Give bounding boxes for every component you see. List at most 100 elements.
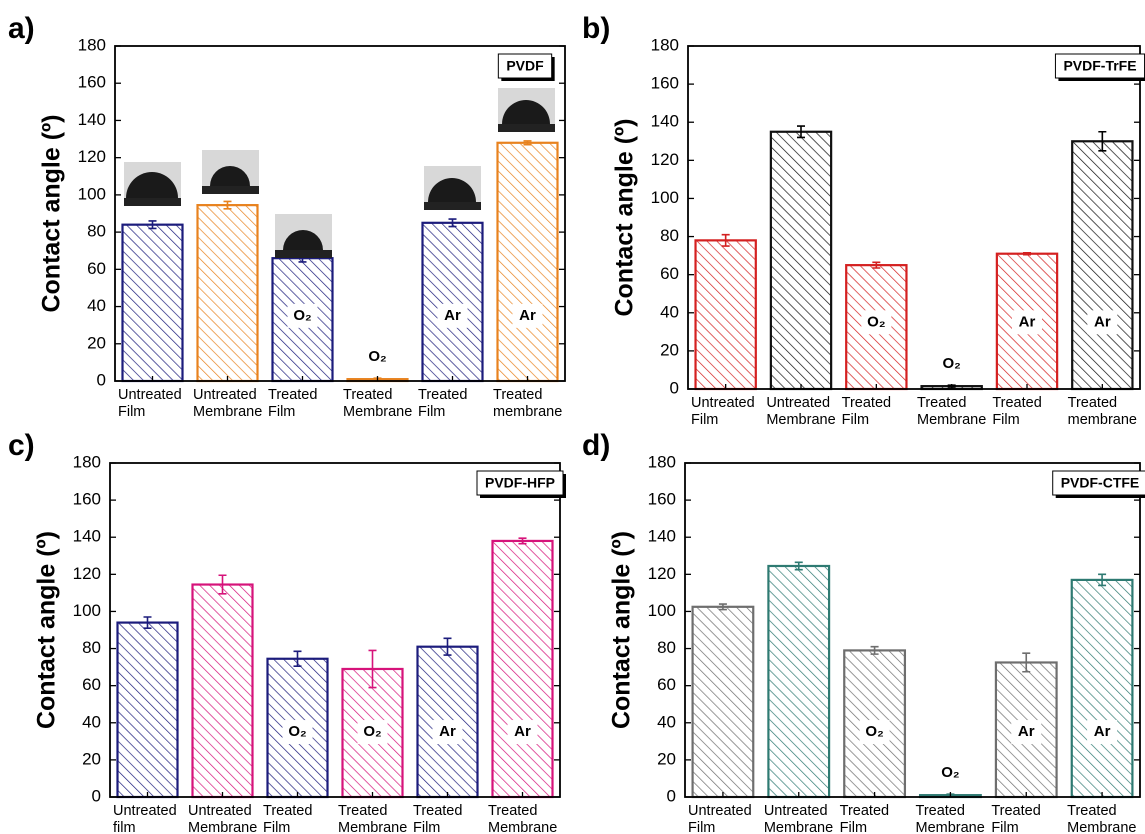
x-tick-label: Film xyxy=(263,820,290,834)
x-tick-label: Membrane xyxy=(343,404,412,420)
bar xyxy=(693,607,754,797)
x-tick-label: Treated xyxy=(991,803,1040,819)
y-axis-label: Contact angle (º) xyxy=(611,118,639,316)
panel-label: c) xyxy=(8,429,35,462)
panel-label: a) xyxy=(8,12,35,45)
bar xyxy=(696,240,756,389)
y-tick-label: 60 xyxy=(657,675,676,694)
x-tick-label: Treated xyxy=(916,803,965,819)
y-tick-label: 140 xyxy=(73,527,101,546)
bar xyxy=(198,205,258,381)
bar-annotation: O₂ xyxy=(941,764,959,781)
y-tick-label: 120 xyxy=(78,147,106,166)
bar xyxy=(493,541,553,797)
y-tick-label: 120 xyxy=(651,150,679,169)
bar xyxy=(771,132,831,389)
x-tick-label: Membrane xyxy=(764,820,833,834)
x-tick-label: Treated xyxy=(338,803,387,819)
bar-annotation: O₂ xyxy=(363,723,381,740)
x-tick-label: Untreated xyxy=(188,803,252,819)
x-tick-label: Untreated xyxy=(766,395,830,411)
y-tick-label: 80 xyxy=(657,638,676,657)
y-tick-label: 80 xyxy=(660,226,679,245)
y-tick-label: 180 xyxy=(73,452,101,471)
y-tick-label: 100 xyxy=(73,601,101,620)
droplet-substrate xyxy=(498,124,555,132)
y-tick-label: 140 xyxy=(651,112,679,131)
y-tick-label: 40 xyxy=(87,296,106,315)
bar-annotation: Ar xyxy=(1019,313,1036,330)
x-tick-label: Film xyxy=(268,404,295,420)
y-tick-label: 120 xyxy=(648,564,676,583)
x-tick-label: Untreated xyxy=(691,395,755,411)
x-tick-label: Treated xyxy=(840,803,889,819)
bar-annotation: Ar xyxy=(439,723,456,740)
series-box-label: PVDF-CTFE xyxy=(1061,475,1140,491)
y-tick-label: 80 xyxy=(82,638,101,657)
bar-annotation: O₂ xyxy=(942,355,960,372)
series-box-label: PVDF-TrFE xyxy=(1063,58,1136,74)
y-tick-label: 60 xyxy=(660,264,679,283)
bar xyxy=(118,623,178,797)
x-tick-label: Treated xyxy=(493,387,542,403)
y-tick-label: 60 xyxy=(87,259,106,278)
x-tick-label: Treated xyxy=(917,395,966,411)
y-tick-label: 140 xyxy=(78,110,106,129)
x-tick-label: Membrane xyxy=(488,820,557,834)
droplet-substrate xyxy=(202,186,259,194)
x-tick-label: Film xyxy=(413,820,440,834)
x-tick-label: membrane xyxy=(1068,412,1137,428)
bar xyxy=(1072,580,1133,797)
x-tick-label: Film xyxy=(840,820,867,834)
y-tick-label: 180 xyxy=(648,452,676,471)
x-tick-label: Untreated xyxy=(118,387,182,403)
bar-annotation: O₂ xyxy=(867,313,885,330)
bar xyxy=(423,223,483,381)
figure: a) Contact angle (º) 0 20 40 60 80 100 120 140 160… xyxy=(0,0,1145,834)
y-tick-label: 100 xyxy=(651,188,679,207)
y-tick-label: 180 xyxy=(651,35,679,54)
y-tick-label: 20 xyxy=(87,333,106,352)
x-tick-label: Treated xyxy=(488,803,537,819)
y-tick-label: 140 xyxy=(648,527,676,546)
series-box-label: PVDF xyxy=(506,58,544,74)
x-tick-label: Film xyxy=(992,412,1019,428)
x-tick-label: Film xyxy=(991,820,1018,834)
y-tick-label: 20 xyxy=(82,749,101,768)
y-tick-label: 80 xyxy=(87,222,106,241)
series-box-label: PVDF-HFP xyxy=(485,475,555,491)
x-tick-label: Film xyxy=(418,404,445,420)
y-tick-label: 160 xyxy=(78,73,106,92)
y-tick-label: 100 xyxy=(648,601,676,620)
x-tick-label: membrane xyxy=(493,404,562,420)
x-tick-label: Treated xyxy=(268,387,317,403)
x-tick-label: Untreated xyxy=(193,387,257,403)
x-tick-label: Treated xyxy=(413,803,462,819)
bar-annotation: Ar xyxy=(444,307,461,324)
x-tick-label: film xyxy=(113,820,136,834)
droplet-substrate xyxy=(275,250,332,258)
bar-annotation: O₂ xyxy=(288,723,306,740)
y-tick-label: 0 xyxy=(92,786,101,805)
bar-annotation: Ar xyxy=(519,307,536,324)
y-axis-label: Contact angle (º) xyxy=(608,531,636,729)
bar xyxy=(123,225,183,381)
y-tick-label: 40 xyxy=(660,302,679,321)
x-tick-label: Treated xyxy=(842,395,891,411)
x-tick-label: Membrane xyxy=(916,820,985,834)
y-tick-label: 120 xyxy=(73,564,101,583)
x-tick-label: Treated xyxy=(992,395,1041,411)
bar-annotation: Ar xyxy=(1094,313,1111,330)
x-tick-label: Untreated xyxy=(764,803,828,819)
x-tick-label: Treated xyxy=(418,387,467,403)
y-tick-label: 20 xyxy=(657,749,676,768)
y-tick-label: 160 xyxy=(73,490,101,509)
y-tick-label: 20 xyxy=(660,340,679,359)
x-tick-label: Film xyxy=(688,820,715,834)
droplet-substrate xyxy=(124,198,181,206)
droplet-substrate xyxy=(424,202,481,210)
x-tick-label: Membrane xyxy=(766,412,835,428)
x-tick-label: Treated xyxy=(263,803,312,819)
x-tick-label: Membrane xyxy=(1067,820,1136,834)
y-tick-label: 180 xyxy=(78,35,106,54)
